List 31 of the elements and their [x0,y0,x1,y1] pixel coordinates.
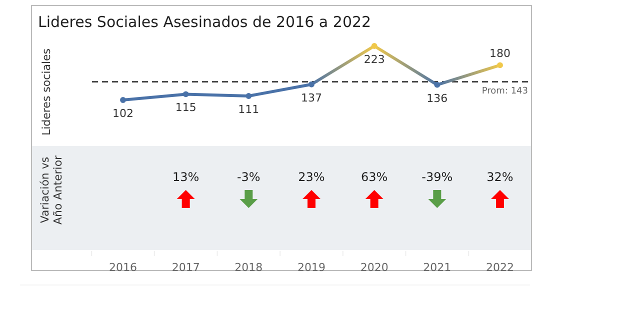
point [434,82,440,88]
data-label: 180 [490,47,510,60]
x-tick-label: 2022 [486,260,514,274]
data-label: -39% [422,170,453,184]
data-label: 137 [301,91,322,104]
x-tick-label: 2019 [298,260,326,274]
x-tick-label: 2017 [172,260,200,274]
x-tick-label: 2016 [109,260,137,274]
data-label: 115 [175,101,196,114]
data-label: 13% [172,170,200,184]
point [246,93,252,99]
point [120,97,126,103]
data-label: 111 [238,102,260,116]
point [371,43,378,49]
data-label: 63% [360,170,388,184]
point [497,62,503,68]
x-tick-label: 2020 [360,260,388,274]
x-tick-label: 2021 [423,260,452,274]
data-label: 136 [426,92,448,105]
data-label: 32% [486,170,514,184]
point [308,81,314,88]
data-label: 223 [364,53,385,66]
y-axis-title: Lideres sociales [40,48,53,136]
data-label: -3% [236,170,260,184]
ref-line-label: Prom: 143 [482,86,528,97]
data-label: 23% [298,170,325,184]
data-label: 102 [112,107,134,120]
chart-title: Lideres Sociales Asesinados de 2016 a 2022 [38,13,372,31]
x-tick-label: 2018 [234,260,263,274]
point [182,91,189,98]
text: Variación vs Año Anterior [38,154,64,225]
